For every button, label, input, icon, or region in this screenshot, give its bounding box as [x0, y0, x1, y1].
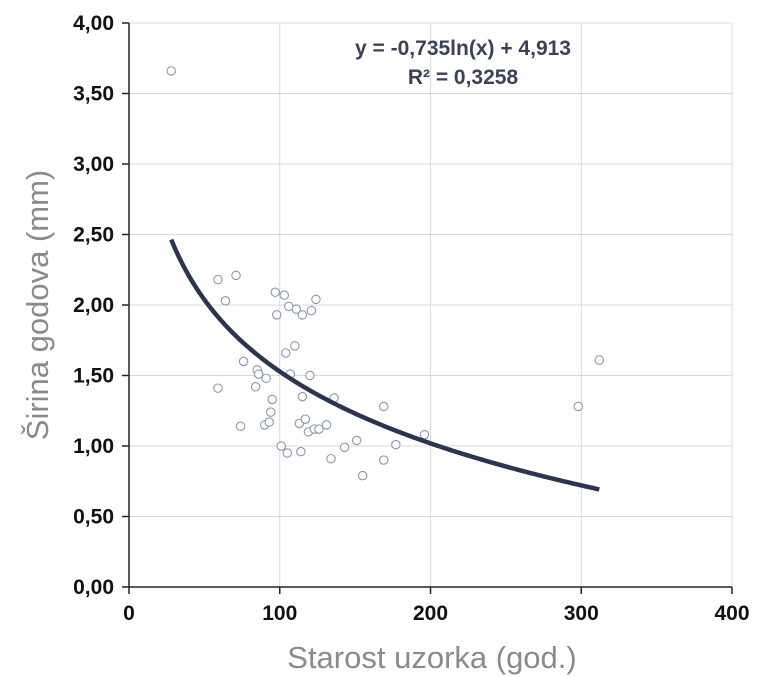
data-point: [253, 369, 264, 379]
data-point: [419, 429, 430, 440]
x-tick-label: 300: [564, 602, 599, 625]
data-point: [267, 394, 277, 405]
data-point: [379, 401, 389, 412]
y-tick-label: 1,50: [73, 365, 114, 388]
y-axis-title: Širina godova (mm): [20, 170, 55, 440]
data-point: [351, 435, 362, 446]
x-tick-label: 400: [714, 602, 749, 625]
data-point: [265, 407, 276, 417]
data-point: [306, 305, 317, 316]
data-point: [238, 356, 249, 367]
data-point: [271, 310, 282, 320]
x-tick-label: 0: [123, 602, 135, 625]
data-point: [264, 417, 274, 427]
data-point: [321, 420, 332, 430]
trendline: [169, 238, 600, 492]
data-point: [391, 439, 401, 450]
data-point: [270, 287, 280, 298]
y-tick-label: 2,00: [73, 294, 114, 317]
data-point: [166, 66, 176, 76]
data-point: [279, 290, 290, 300]
data-point: [213, 383, 223, 393]
data-point: [314, 424, 324, 434]
data-point: [235, 421, 246, 432]
x-tick-label: 200: [413, 602, 448, 625]
y-tick-label: 4,00: [73, 12, 114, 35]
data-point: [379, 455, 389, 465]
y-tick-labels: 0,00 0,50 1,00 1,50 2,00 2,50 3,00 3,50 4,00: [73, 12, 114, 599]
data-point: [231, 270, 241, 281]
x-tick-label: 100: [262, 602, 297, 625]
data-point: [276, 441, 287, 451]
y-tick-label: 0,50: [73, 506, 114, 529]
data-point: [326, 453, 336, 464]
data-point: [290, 341, 300, 351]
y-tick-label: 1,00: [73, 435, 114, 458]
r-squared-label: R² = 0,3258: [408, 66, 519, 89]
x-axis-title: Starost uzorka (god.): [287, 640, 576, 675]
data-point: [305, 370, 315, 381]
data-point: [296, 446, 306, 457]
data-point: [300, 414, 311, 424]
data-point: [339, 442, 350, 453]
trendline-equation: y = -0,735ln(x) + 4,913: [355, 37, 571, 60]
y-tick-label: 0,00: [73, 576, 114, 599]
data-point: [297, 391, 308, 402]
data-point: [594, 355, 605, 365]
y-tick-label: 2,50: [73, 224, 114, 247]
data-point: [282, 448, 293, 458]
data-point: [250, 382, 261, 392]
data-point: [261, 373, 271, 384]
data-point: [573, 401, 583, 412]
x-tick-labels: 0 100 200 300 400: [123, 602, 749, 625]
data-point: [213, 274, 223, 285]
y-tick-label: 3,50: [73, 83, 114, 106]
data-point: [311, 294, 321, 305]
y-tick-label: 3,00: [73, 153, 114, 176]
data-point: [291, 304, 302, 314]
data-points: [166, 66, 605, 481]
data-point: [281, 348, 291, 358]
data-point: [220, 296, 231, 306]
grid: [129, 22, 733, 587]
data-point: [357, 470, 368, 481]
data-point: [297, 310, 308, 320]
axes: [122, 22, 733, 594]
